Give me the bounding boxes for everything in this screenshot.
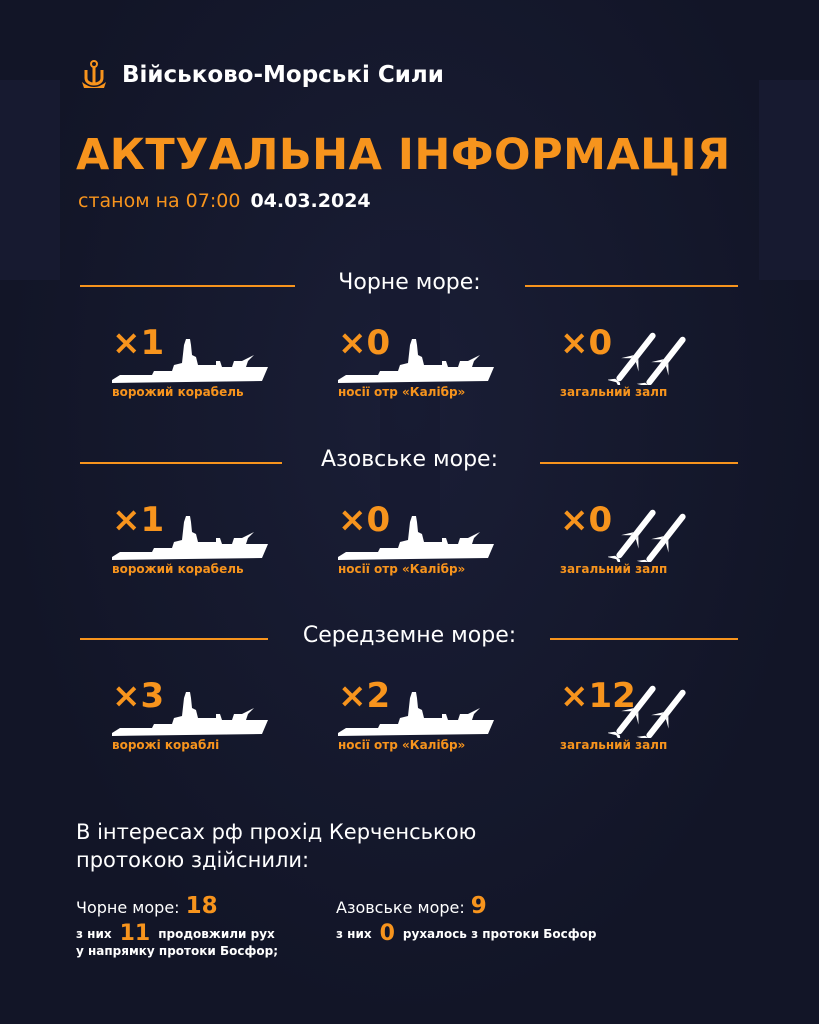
- kerch-black-sea-detail: з них 11 продовжили рух у напрямку протоки …: [76, 923, 279, 960]
- divider: [550, 638, 738, 640]
- kerch-black-sea: Чорне море: 18: [76, 893, 218, 919]
- divider: [80, 638, 268, 640]
- ship-icon: [338, 339, 494, 383]
- label: продовжили рух: [158, 927, 275, 941]
- background-shape: [759, 80, 819, 280]
- stat-label: ворожий корабель: [112, 385, 244, 399]
- stat-count: ×0: [560, 500, 613, 540]
- stat-count: ×0: [338, 500, 391, 540]
- label: Азовське море:: [336, 898, 465, 917]
- section-title: Чорне море:: [338, 270, 481, 295]
- label: Чорне море:: [76, 898, 180, 917]
- page-title: АКТУАЛЬНА ІНФОРМАЦІЯ: [76, 130, 731, 180]
- divider: [80, 462, 282, 464]
- background-shape: [0, 80, 60, 280]
- kerch-azov-sea-detail: з них 0 рухалось з протоки Босфор: [336, 923, 597, 945]
- stat-label: носії отр «Калібр»: [338, 385, 466, 399]
- stat-card: ×2 носії отр «Калібр»: [338, 676, 538, 761]
- as-of-prefix: станом на 07:00: [78, 190, 241, 212]
- stat-card: ×1 ворожий корабель: [112, 323, 312, 408]
- value: 18: [185, 893, 218, 919]
- missiles-icon: [608, 332, 686, 385]
- stat-count: ×1: [112, 323, 165, 363]
- navy-anchor-logo-icon: [82, 60, 106, 88]
- divider: [540, 462, 738, 464]
- ship-icon: [338, 516, 494, 560]
- stat-card: ×0 носії отр «Калібр»: [338, 500, 538, 585]
- ship-icon: [338, 692, 494, 736]
- ship-icon: [112, 692, 268, 736]
- stat-count: ×2: [338, 676, 391, 716]
- kerch-azov-sea: Азовське море: 9: [336, 893, 487, 919]
- stat-count: ×1: [112, 500, 165, 540]
- divider: [525, 285, 738, 287]
- stat-count: ×0: [338, 323, 391, 363]
- missiles-icon: [608, 509, 686, 562]
- stat-label: загальний залп: [560, 738, 668, 752]
- value: 9: [470, 893, 487, 919]
- section-title: Азовське море:: [320, 447, 499, 472]
- stat-label: носії отр «Калібр»: [338, 738, 466, 752]
- as-of: станом на 07:00 04.03.2024: [78, 190, 371, 212]
- value: 11: [119, 921, 151, 946]
- stat-label: загальний залп: [560, 562, 668, 576]
- brand: Військово-Морські Сили: [80, 60, 444, 90]
- report-date: 04.03.2024: [250, 190, 371, 212]
- label: з них: [76, 927, 112, 941]
- label: у напрямку протоки Босфор;: [76, 944, 279, 958]
- background-shape: [380, 230, 440, 790]
- stat-label: ворожі кораблі: [112, 738, 220, 752]
- stat-label: загальний залп: [560, 385, 668, 399]
- stat-card: ×1 ворожий корабель: [112, 500, 312, 585]
- stat-count: ×12: [560, 676, 636, 716]
- stat-label: носії отр «Калібр»: [338, 562, 466, 576]
- missiles-icon: [608, 685, 686, 738]
- section-title: Середземне море:: [302, 623, 517, 648]
- stat-card: ×0 загальний залп: [560, 500, 760, 585]
- stat-card: ×0 загальний залп: [560, 323, 760, 408]
- ship-icon: [112, 516, 268, 560]
- ship-icon: [112, 339, 268, 383]
- brand-name: Військово-Морські Сили: [122, 62, 444, 88]
- divider: [80, 285, 295, 287]
- kerch-heading: В інтересах рф прохід Керченською проток…: [76, 820, 477, 872]
- stat-count: ×3: [112, 676, 165, 716]
- stat-card: ×12 загальний залп: [560, 676, 760, 761]
- stat-count: ×0: [560, 323, 613, 363]
- stat-label: ворожий корабель: [112, 562, 244, 576]
- label: з них: [336, 927, 372, 941]
- stat-card: ×0 носії отр «Калібр»: [338, 323, 538, 408]
- stat-card: ×3 ворожі кораблі: [112, 676, 312, 761]
- value: 0: [379, 921, 395, 946]
- label: рухалось з протоки Босфор: [402, 927, 597, 941]
